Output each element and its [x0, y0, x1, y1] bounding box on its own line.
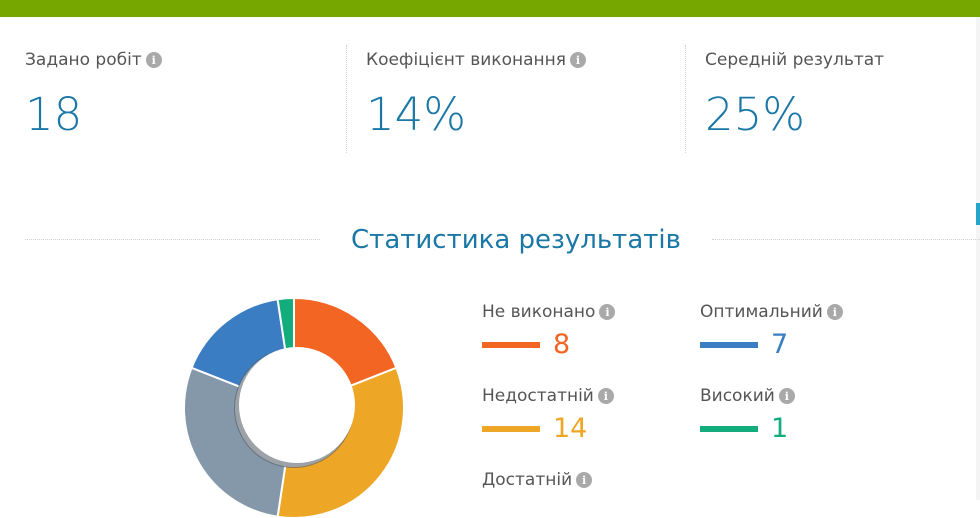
info-icon[interactable]: i	[597, 388, 614, 404]
info-icon[interactable]: i	[599, 304, 616, 320]
section-divider	[25, 239, 320, 240]
legend-label: Не виконано	[482, 302, 596, 322]
stat-value: 14%	[366, 88, 467, 141]
legend-count: 7	[771, 329, 789, 360]
top-header-bar	[0, 0, 980, 17]
legend-high[interactable]: Високий i 1	[700, 384, 900, 444]
stat-assigned-works: Задано робіт i 18	[25, 45, 345, 153]
stat-label: Коефіцієнт виконання	[366, 50, 566, 70]
legend-count: 14	[553, 413, 588, 444]
donut-hole	[239, 347, 355, 463]
stat-label: Задано робіт	[25, 50, 142, 70]
legend-count: 1	[771, 413, 789, 444]
legend-sufficient[interactable]: Достатній i	[482, 468, 682, 492]
legend-label: Недостатній	[482, 386, 594, 406]
info-icon[interactable]: i	[778, 388, 795, 404]
legend-color-bar	[482, 426, 540, 432]
info-icon[interactable]: i	[576, 472, 593, 488]
stat-label: Середній результат	[705, 50, 885, 70]
info-icon[interactable]: i	[569, 52, 586, 68]
legend-label: Оптимальний	[700, 302, 823, 322]
section-divider	[712, 239, 980, 240]
legend-not-done[interactable]: Не виконано i 8	[482, 300, 682, 360]
legend-color-bar	[700, 426, 758, 432]
info-icon[interactable]: i	[826, 304, 843, 320]
legend-optimal[interactable]: Оптимальний i 7	[700, 300, 900, 360]
stat-value: 18	[25, 88, 83, 141]
results-donut-chart	[184, 298, 404, 518]
stat-average-result: Середній результат 25%	[685, 45, 980, 153]
info-icon[interactable]: i	[145, 52, 162, 68]
stat-value: 25%	[705, 88, 806, 141]
stat-completion-rate: Коефіцієнт виконання i 14%	[346, 45, 684, 153]
legend-count: 8	[553, 329, 571, 360]
legend-color-bar	[482, 342, 540, 348]
legend-label: Високий	[700, 386, 775, 406]
scrollbar-thumb[interactable]	[976, 203, 980, 225]
legend-color-bar	[700, 342, 758, 348]
scrollbar[interactable]	[976, 17, 980, 500]
legend-insufficient[interactable]: Недостатній i 14	[482, 384, 682, 444]
legend-label: Достатній	[482, 470, 573, 490]
section-title: Статистика результатів	[351, 225, 681, 255]
